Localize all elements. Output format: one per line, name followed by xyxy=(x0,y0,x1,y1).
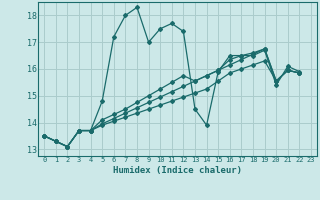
X-axis label: Humidex (Indice chaleur): Humidex (Indice chaleur) xyxy=(113,166,242,175)
